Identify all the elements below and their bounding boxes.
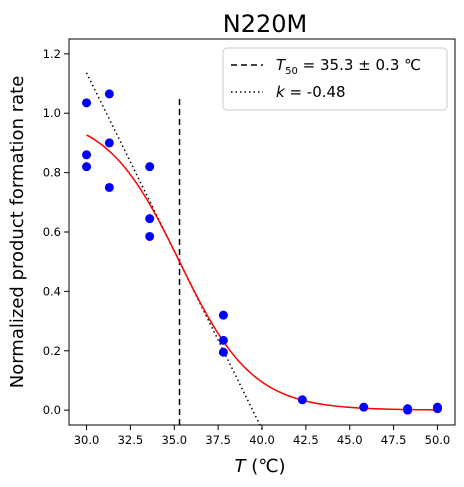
x-tick-label: 37.5 (205, 433, 231, 447)
x-tick-label: 32.5 (118, 433, 144, 447)
data-point (145, 231, 155, 241)
legend-box (222, 47, 448, 111)
chart-title: N220M (223, 10, 307, 38)
x-axis-title: T (℃) (235, 456, 286, 477)
x-tick-label: 47.5 (381, 433, 407, 447)
x-tick-label: 50.0 (425, 433, 451, 447)
legend-t50-label: T50 = 35.3 ± 0.3 ℃ (276, 56, 421, 77)
y-tick-label: 1.0 (43, 106, 61, 120)
data-point (104, 138, 114, 148)
y-axis-title: Normalized product formation rate (7, 76, 28, 389)
x-axis-ticks: 30.0 32.5 35.0 37.5 40.0 42.5 45.0 47.5 50.0 (74, 425, 451, 447)
y-axis-ticks: 0.0 0.2 0.4 0.6 0.8 1.0 1.2 (43, 47, 69, 417)
data-point (82, 162, 92, 172)
data-point (359, 402, 369, 412)
data-points (82, 89, 442, 415)
data-point (403, 405, 413, 415)
data-point (218, 310, 228, 320)
legend: T50 = 35.3 ± 0.3 ℃ k = -0.48 (222, 47, 448, 111)
y-tick-label: 1.2 (43, 47, 61, 61)
x-tick-label: 40.0 (249, 433, 275, 447)
x-tick-label: 35.0 (161, 433, 187, 447)
y-tick-label: 0.2 (43, 344, 61, 358)
data-point (218, 335, 228, 345)
data-point (432, 404, 442, 414)
y-tick-label: 0.0 (43, 403, 61, 417)
data-point (104, 89, 114, 99)
data-point (104, 182, 114, 192)
x-tick-label: 45.0 (337, 433, 363, 447)
x-tick-label: 42.5 (293, 433, 319, 447)
data-point (145, 162, 155, 172)
y-tick-label: 0.4 (43, 284, 61, 298)
y-tick-label: 0.8 (43, 166, 61, 180)
data-point (145, 214, 155, 224)
data-point (297, 395, 307, 405)
data-point (82, 150, 92, 160)
y-tick-label: 0.6 (43, 225, 61, 239)
sigmoid-fit-curve (86, 134, 438, 411)
x-tick-label: 30.0 (74, 433, 100, 447)
legend-slope-label: k = -0.48 (276, 83, 346, 101)
data-point (218, 347, 228, 357)
data-point (82, 98, 92, 108)
